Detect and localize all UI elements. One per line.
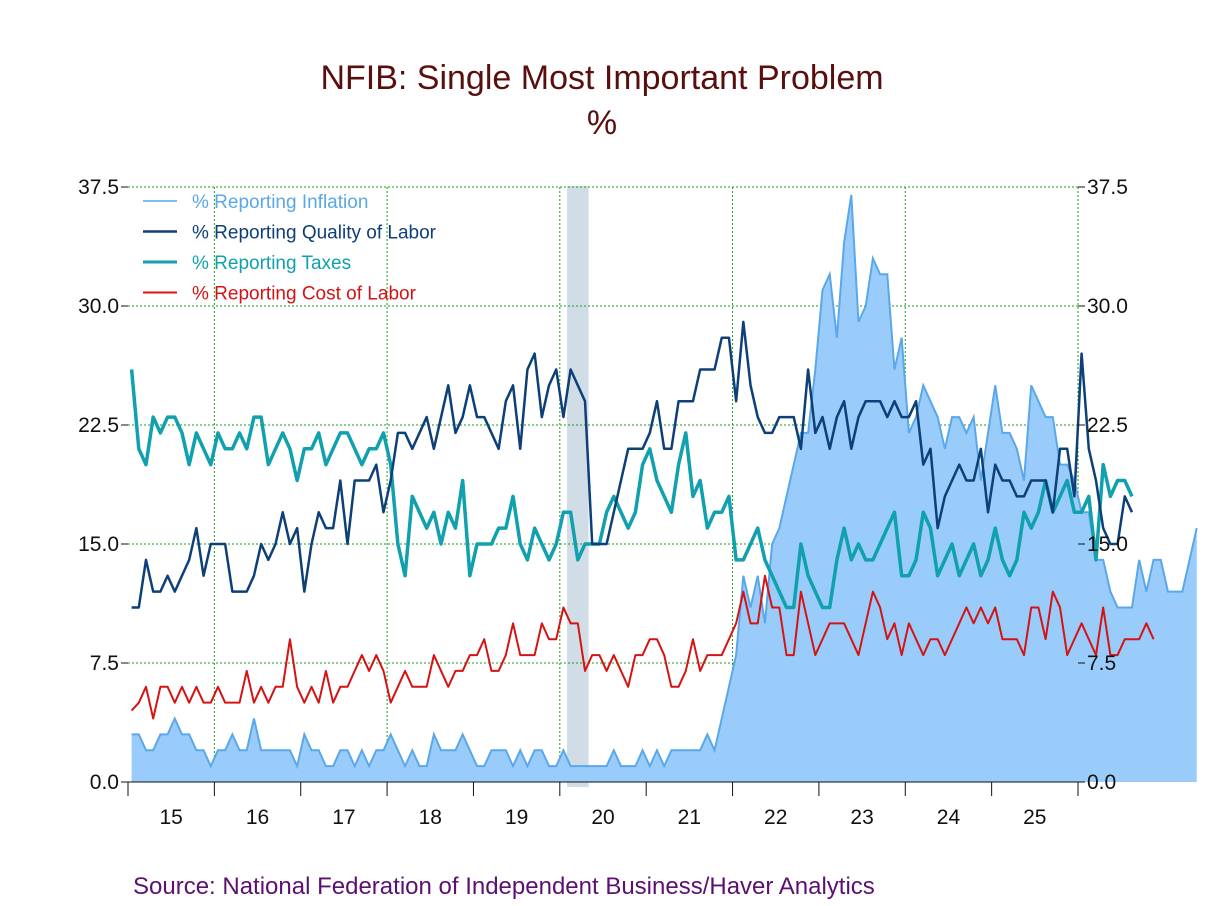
series-line-quality: [131, 320, 1134, 609]
legend-label-inflation: % Reporting Inflation: [192, 192, 368, 213]
x-tick-label: 21: [678, 806, 701, 829]
x-tick-label: 24: [937, 806, 961, 829]
source-note: Source: National Federation of Independe…: [133, 873, 875, 900]
x-tick-label: 20: [591, 806, 614, 829]
y-tick-labels: 37.5 37.5 30.0 30.0 22.5 22.5 15.0 15.0 7.5 7.5 0.…: [78, 176, 1128, 794]
chart-subtitle: %: [587, 104, 617, 142]
x-tick-label: 19: [505, 806, 528, 829]
legend-label-cost: % Reporting Cost of Labor: [192, 284, 417, 305]
y-tick-label-left: 0.0: [90, 771, 119, 794]
inflation-area: [131, 194, 1198, 782]
chart-title: NFIB: Single Most Important Problem: [320, 59, 883, 97]
x-tick-label: 22: [764, 806, 787, 829]
x-tick-label: 15: [160, 806, 183, 829]
y-tick-label-right: 37.5: [1087, 176, 1128, 199]
x-tick-label: 16: [246, 806, 269, 829]
y-tick-label-left: 15.0: [78, 533, 119, 556]
legend-label-taxes: % Reporting Taxes: [192, 253, 351, 274]
series-lines: [129, 320, 1155, 720]
legend: % Reporting Inflation % Reporting Quality…: [143, 192, 437, 305]
y-tick-label-left: 37.5: [78, 176, 119, 199]
x-tick-label: 18: [419, 806, 442, 829]
series-line-taxes: [129, 369, 1134, 610]
x-tick-label: 25: [1023, 806, 1046, 829]
y-tick-label-right: 0.0: [1087, 771, 1116, 794]
axes: [121, 186, 1085, 796]
y-tick-label-right: 22.5: [1087, 414, 1128, 437]
y-tick-label-right: 15.0: [1087, 533, 1128, 556]
x-tick-labels: 15 16 17 18 19 20 21 22 23 24 25: [160, 806, 1047, 829]
x-tick-label: 17: [332, 806, 355, 829]
x-tick-label: 23: [850, 806, 873, 829]
y-tick-label-right: 7.5: [1087, 652, 1116, 675]
series-line-cost: [130, 574, 1155, 720]
inflation-area-fill: [131, 194, 1197, 782]
recession-band: [567, 186, 589, 787]
y-tick-label-left: 7.5: [90, 652, 119, 675]
series-line-inflation: [131, 194, 1198, 770]
y-tick-label-left: 22.5: [78, 414, 119, 437]
legend-label-quality: % Reporting Quality of Labor: [192, 223, 437, 244]
y-tick-label-right: 30.0: [1087, 295, 1128, 318]
y-tick-label-left: 30.0: [78, 295, 119, 318]
